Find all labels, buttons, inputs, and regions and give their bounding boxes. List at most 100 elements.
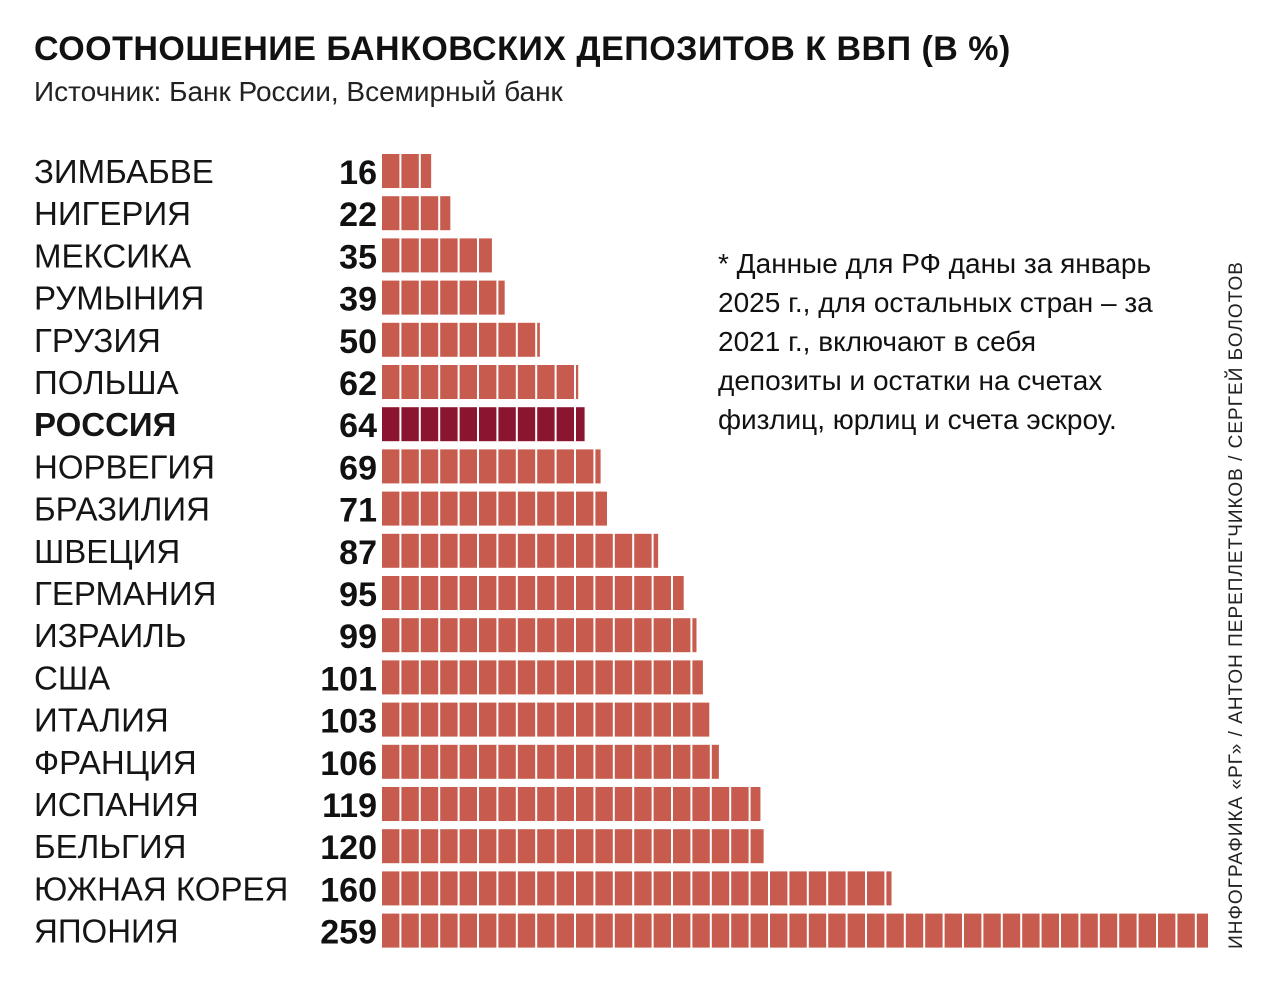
bar-segment <box>401 491 419 526</box>
bar-segment <box>614 913 633 948</box>
bar-segment <box>789 871 807 906</box>
bar-segment <box>517 871 536 906</box>
bar-segment <box>614 618 633 653</box>
bar-segment <box>1002 913 1021 948</box>
bar-segment <box>401 660 419 695</box>
bar-segment <box>556 576 574 610</box>
bar-segment <box>595 787 613 821</box>
bar-segment <box>692 702 710 737</box>
bar-segment <box>517 365 536 399</box>
bar-segment <box>498 829 516 864</box>
bar-segment <box>886 913 904 948</box>
bar-segment <box>420 744 439 779</box>
bar-segment <box>556 407 574 442</box>
bar <box>382 196 451 231</box>
bar-segment <box>382 238 400 273</box>
bar <box>382 871 892 906</box>
bar-segment <box>673 913 691 948</box>
bar-segment <box>401 238 419 273</box>
bar-segment <box>673 787 691 821</box>
bar-segment <box>459 787 477 821</box>
bar-segment <box>420 407 439 442</box>
bar-segment <box>479 744 497 779</box>
bar-segment <box>789 913 807 948</box>
bar-segment <box>634 618 652 653</box>
bar-segment <box>537 702 555 737</box>
bar-segment <box>556 533 574 568</box>
bar-segment <box>614 533 633 568</box>
bar-segment <box>537 829 555 864</box>
bar-segment <box>440 280 458 315</box>
bar-segment <box>420 829 439 864</box>
bar-segment <box>634 829 652 864</box>
bar-segment <box>556 449 574 484</box>
bar-segment <box>420 154 432 188</box>
value-label: 62 <box>339 365 377 403</box>
bar-segment <box>401 533 419 568</box>
bar-segment <box>653 660 671 695</box>
bar-segment <box>537 365 555 399</box>
bar-segment <box>614 702 633 737</box>
bar-segment <box>595 576 613 610</box>
bar-segment <box>595 702 613 737</box>
category-label: МЕКСИКА <box>34 237 191 274</box>
bar-segment <box>498 322 516 357</box>
bar-segment <box>576 618 594 653</box>
bar-segment <box>634 660 652 695</box>
bar-segment <box>517 702 536 737</box>
value-label: 50 <box>339 323 377 361</box>
bar-segment <box>440 660 458 695</box>
bar-segment <box>692 913 710 948</box>
bar-segment <box>420 913 439 948</box>
bar-segment <box>537 491 555 526</box>
bar-segment <box>517 407 536 442</box>
bar-segment <box>459 576 477 610</box>
value-label: 64 <box>339 407 377 445</box>
bar-segment <box>595 491 607 526</box>
bar-segment <box>556 702 574 737</box>
bar-segment <box>440 829 458 864</box>
bar <box>382 618 697 653</box>
category-label: ПОЛЬША <box>34 364 179 401</box>
bar-segment <box>692 871 710 906</box>
bar-segment <box>382 744 400 779</box>
bar-segment <box>459 871 477 906</box>
bar-segment <box>653 787 671 821</box>
bar-segment <box>479 533 497 568</box>
bar-segment <box>401 280 419 315</box>
bar-segment <box>498 913 516 948</box>
bar-segment <box>808 913 827 948</box>
bar-segment <box>595 533 613 568</box>
bar-segment <box>401 365 419 399</box>
bar-segment <box>537 744 555 779</box>
bar-segment <box>692 744 710 779</box>
bar-segment <box>711 871 730 906</box>
bar-segment <box>556 491 574 526</box>
bar-segment <box>440 618 458 653</box>
bar-segment <box>440 913 458 948</box>
bar-segment <box>576 576 594 610</box>
bar-segment <box>517 913 536 948</box>
bar-segment <box>479 365 497 399</box>
value-label: 259 <box>320 914 377 952</box>
bar-segment <box>537 660 555 695</box>
bar-segment <box>537 576 555 610</box>
bar-segment <box>653 829 671 864</box>
bar-segment <box>440 491 458 526</box>
bar-segment <box>517 533 536 568</box>
bar-segment <box>537 787 555 821</box>
bar-segment <box>750 787 761 821</box>
bar-segment <box>673 829 691 864</box>
value-label: 103 <box>320 703 377 741</box>
bar-segment <box>692 660 703 695</box>
bar-segment <box>479 618 497 653</box>
bar-segment <box>498 533 516 568</box>
bar-segment <box>711 829 730 864</box>
bar-segment <box>576 702 594 737</box>
bar-segment <box>711 913 730 948</box>
category-label: БРАЗИЛИЯ <box>34 491 210 528</box>
bar-segment <box>420 533 439 568</box>
bar <box>382 576 684 610</box>
bar-segment <box>576 365 579 399</box>
bar-segment <box>420 618 439 653</box>
